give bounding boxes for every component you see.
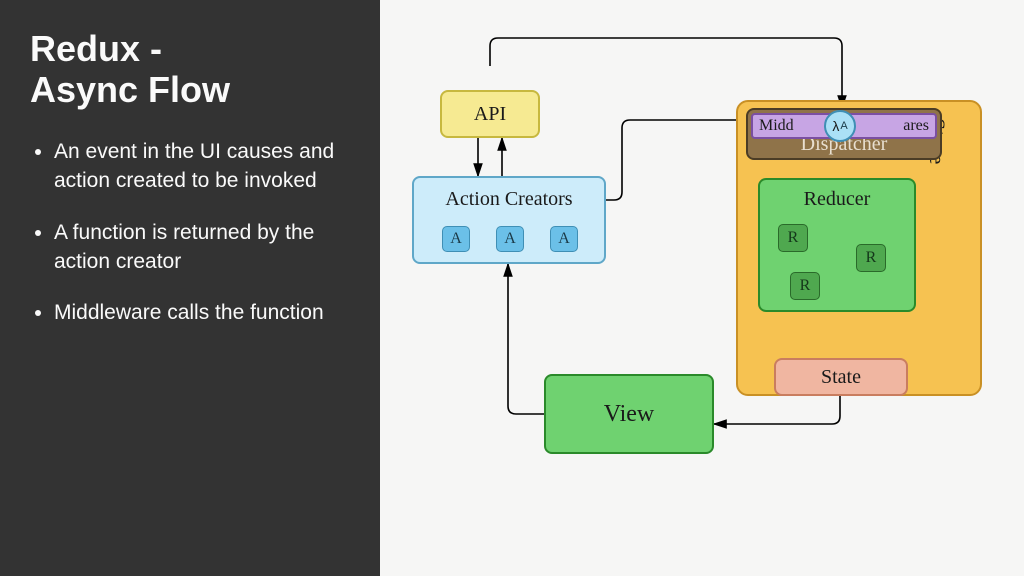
- a-badge: A: [840, 120, 847, 132]
- chip-label: A: [504, 230, 516, 248]
- bullet-item: Middleware calls the function: [54, 298, 350, 327]
- chip-label: A: [450, 230, 462, 248]
- title-line-2: Async Flow: [30, 69, 230, 110]
- action-creators-label: Action Creators: [414, 188, 604, 211]
- chip-label: R: [788, 229, 799, 247]
- reducer-chip: R: [778, 224, 808, 252]
- chip-label: R: [800, 277, 811, 295]
- edge-state-to-view: [714, 396, 840, 424]
- action-creators-box: Action Creators A A A: [412, 176, 606, 264]
- action-chip: A: [496, 226, 524, 252]
- root: Redux - Async Flow An event in the UI ca…: [0, 0, 1024, 576]
- bullet-list: An event in the UI causes and action cre…: [30, 137, 350, 328]
- view-box: View: [544, 374, 714, 454]
- edge-api-to-mw: [490, 38, 842, 108]
- action-chip: A: [550, 226, 578, 252]
- state-label: State: [821, 366, 861, 389]
- middlewares-label-left: Midd: [759, 117, 794, 135]
- lambda-icon: λ: [832, 118, 839, 134]
- chip-label: R: [866, 249, 877, 267]
- bullet-item: An event in the UI causes and action cre…: [54, 137, 350, 196]
- bullet-item: A function is returned by the action cre…: [54, 218, 350, 277]
- chip-label: A: [558, 230, 570, 248]
- title-line-1: Redux -: [30, 28, 162, 69]
- reducer-label: Reducer: [760, 188, 914, 211]
- diagram-canvas: Store API Action Creators A A A Dispatch…: [380, 0, 1024, 576]
- action-chip: A: [442, 226, 470, 252]
- sidebar: Redux - Async Flow An event in the UI ca…: [0, 0, 380, 576]
- state-box: State: [774, 358, 908, 396]
- reducer-chip: R: [790, 272, 820, 300]
- middlewares-label-right: ares: [903, 117, 929, 135]
- api-label: API: [474, 103, 506, 126]
- reducer-box: Reducer R R R: [758, 178, 916, 312]
- api-box: API: [440, 90, 540, 138]
- reducer-chip: R: [856, 244, 886, 272]
- page-title: Redux - Async Flow: [30, 28, 350, 111]
- view-label: View: [604, 401, 655, 428]
- edge-view-to-ac: [508, 264, 544, 414]
- middleware-circle: λ A: [824, 110, 856, 142]
